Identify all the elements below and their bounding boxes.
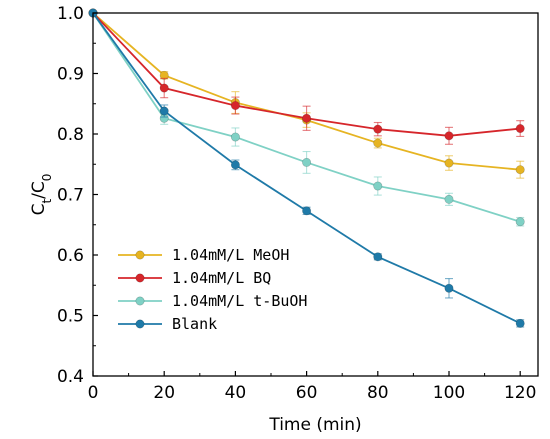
y-tick-label: 1.0	[57, 4, 84, 24]
data-point	[230, 101, 240, 111]
data-point	[230, 132, 240, 142]
y-axis-title-main: C	[29, 204, 49, 216]
data-point	[444, 131, 454, 141]
plot-frame	[92, 12, 539, 377]
y-axis-title: Ct/C0	[29, 174, 54, 216]
data-point	[444, 194, 454, 204]
legend-item-1: 1.04mM/L BQ	[118, 269, 271, 287]
data-point	[373, 124, 383, 134]
legend-marker	[135, 273, 145, 283]
legend: 1.04mM/L MeOH 1.04mM/L BQ 1.04mM/L t-BuOH B…	[118, 246, 307, 333]
x-axis-title: Time (min)	[268, 415, 361, 435]
legend-item-3: Blank	[118, 315, 217, 333]
legend-label: Blank	[172, 315, 217, 333]
x-tick-label: 40	[225, 383, 247, 403]
legend-marker	[135, 319, 145, 329]
y-axis-title-sub1: t	[40, 199, 54, 204]
data-point	[302, 206, 312, 216]
legend-marker	[135, 250, 145, 260]
data-point	[373, 252, 383, 262]
legend-label: 1.04mM/L t-BuOH	[172, 292, 307, 310]
legend-item-0: 1.04mM/L MeOH	[118, 246, 289, 264]
data-point	[444, 283, 454, 293]
data-point	[515, 318, 525, 328]
series-layer	[88, 8, 525, 328]
x-tick-label: 0	[88, 383, 99, 403]
legend-marker	[135, 296, 145, 306]
data-point	[515, 217, 525, 227]
x-tick-label: 100	[433, 383, 465, 403]
x-tick-label: 80	[367, 383, 389, 403]
data-point	[159, 106, 169, 116]
data-point	[230, 160, 240, 170]
legend-item-2: 1.04mM/L t-BuOH	[118, 292, 307, 310]
data-point	[302, 157, 312, 167]
legend-label: 1.04mM/L BQ	[172, 269, 271, 287]
data-point	[444, 158, 454, 168]
legend-label: 1.04mM/L MeOH	[172, 246, 289, 264]
series-1	[88, 8, 525, 145]
x-tick-label: 120	[504, 383, 536, 403]
data-point	[515, 124, 525, 134]
x-tick-label: 60	[296, 383, 318, 403]
ticks-layer: 0 20 40 60 80 100 120 0.4 0.5 0.6 0.7 0.8 0.9 1.0	[57, 4, 536, 403]
y-tick-label: 0.6	[57, 246, 84, 266]
series-line	[92, 12, 521, 171]
y-tick-label: 0.4	[57, 367, 84, 387]
y-tick-label: 0.8	[57, 125, 84, 145]
y-axis-title-sub2: 0	[40, 174, 54, 182]
data-point	[302, 113, 312, 123]
data-point	[515, 165, 525, 175]
series-2	[88, 8, 525, 227]
data-point	[373, 181, 383, 191]
y-tick-label: 0.5	[57, 307, 84, 327]
data-point	[373, 138, 383, 148]
x-tick-label: 20	[153, 383, 175, 403]
y-axis-title-mid: /C	[29, 181, 49, 199]
y-tick-label: 0.9	[57, 65, 84, 85]
y-tick-label: 0.7	[57, 186, 84, 206]
data-point	[159, 83, 169, 93]
